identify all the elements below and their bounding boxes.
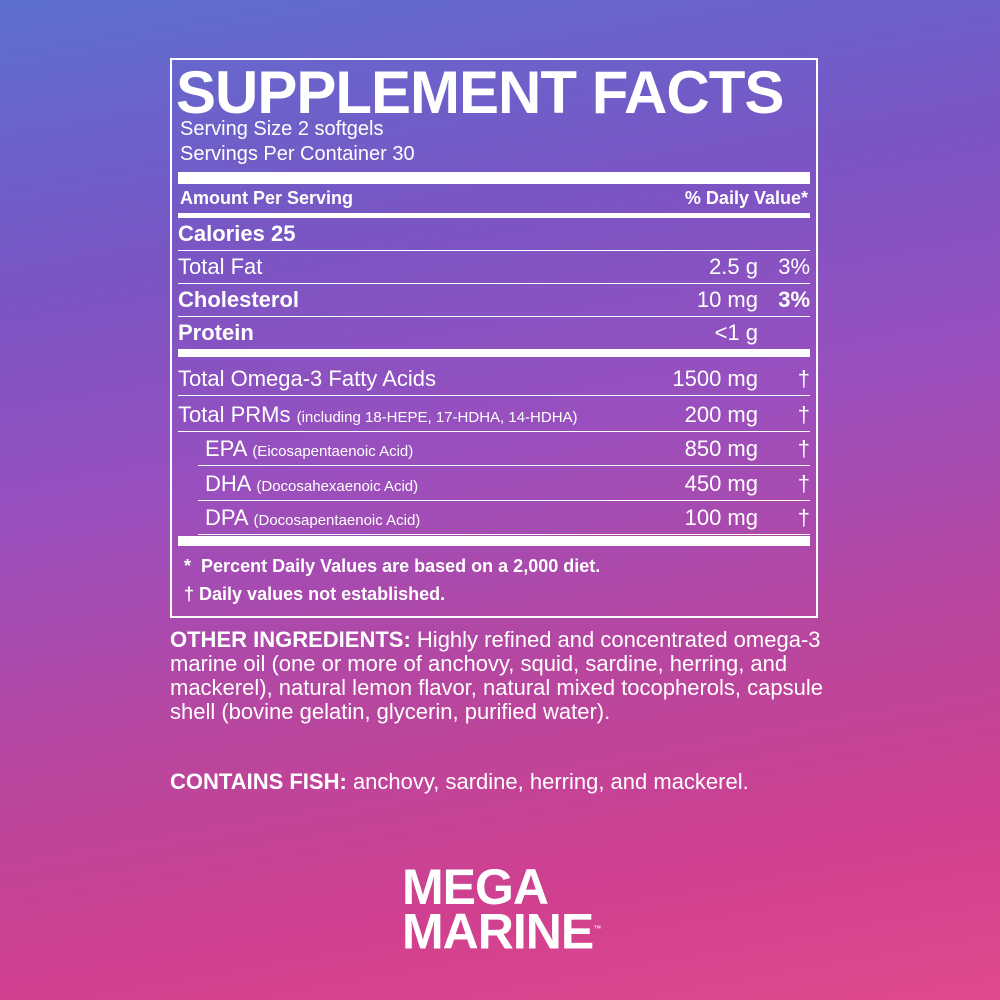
calories-label: Calories	[178, 221, 265, 246]
nutrient-cell: Total Fat	[178, 254, 648, 280]
nutrient-row: Total PRMs (including 18-HEPE, 17-HDHA, …	[178, 398, 810, 432]
contains: CONTAINS FISH: anchovy, sardine, herring…	[170, 770, 850, 794]
nutrient-row: Total Omega-3 Fatty Acids 1500 mg †	[178, 362, 810, 396]
nutrient-amount: 200 mg	[684, 401, 758, 427]
nutrient-name: EPA	[205, 435, 247, 461]
divider	[178, 213, 810, 218]
brand-line2: MARINE™	[402, 906, 601, 957]
nutrient-amount: <1 g	[714, 320, 758, 345]
nutrient-cell: DPA (Docosapentaenoic Acid)	[198, 505, 648, 531]
nutrient-row: DHA (Docosahexaenoic Acid) 450 mg †	[198, 467, 810, 501]
footnote-symbol: *	[184, 556, 192, 576]
nutrient-dv: 3%	[778, 287, 810, 312]
trademark: ™	[593, 924, 601, 933]
nutrient-amount: 850 mg	[684, 435, 758, 461]
other-ingredients: OTHER INGREDIENTS: Highly refined and co…	[170, 628, 850, 724]
footnote: † Daily values not established.	[184, 584, 445, 605]
brand-line2-text: MARINE	[402, 903, 594, 960]
calories-row: Calories 25	[178, 218, 810, 251]
table-header: Amount Per Serving % Daily Value*	[180, 188, 808, 209]
nutrient-amount: 450 mg	[684, 470, 758, 496]
footnote-text: Percent Daily Values are based on a 2,00…	[201, 556, 601, 576]
contains-label: CONTAINS FISH:	[170, 769, 347, 794]
nutrient-amount: 100 mg	[684, 504, 758, 530]
servings-per-container: Servings Per Container 30	[180, 143, 415, 165]
other-ingredients-label: OTHER INGREDIENTS:	[170, 627, 411, 652]
footnote-text: Daily values not established.	[199, 584, 446, 604]
nutrient-name: DPA	[205, 504, 248, 530]
nutrient-name: Cholesterol	[178, 287, 300, 312]
nutrient-cell: Cholesterol	[178, 287, 648, 313]
nutrient-note: (Docosapentaenoic Acid)	[253, 511, 421, 529]
title: SUPPLEMENT FACTS	[176, 59, 784, 126]
footnote-symbol: †	[184, 584, 195, 604]
nutrient-row: Protein <1 g	[178, 317, 810, 350]
nutrient-amount: 2.5 g	[709, 254, 758, 279]
facts-box	[170, 58, 818, 618]
header-dv: % Daily Value*	[684, 188, 808, 208]
nutrient-dv: 3%	[778, 254, 810, 279]
nutrient-cell: Total PRMs (including 18-HEPE, 17-HDHA, …	[178, 402, 648, 428]
nutrient-amount: 1500 mg	[672, 365, 758, 391]
brand-line1: MEGA	[402, 859, 549, 915]
nutrient-name: Protein	[178, 320, 254, 345]
nutrient-note: (Eicosapentaenoic Acid)	[252, 442, 414, 460]
nutrient-dv: †	[797, 470, 810, 496]
nutrient-dv: †	[797, 504, 810, 530]
nutrient-cell: Total Omega-3 Fatty Acids	[178, 366, 648, 392]
nutrient-cell: DHA (Docosahexaenoic Acid)	[198, 471, 648, 497]
nutrient-dv: †	[797, 435, 810, 461]
nutrient-row: DPA (Docosapentaenoic Acid) 100 mg †	[198, 501, 810, 535]
nutrient-name: Total Fat	[178, 254, 263, 279]
nutrient-amount: 10 mg	[696, 287, 758, 312]
nutrient-name: Total PRMs	[178, 401, 291, 427]
nutrient-cell: Protein	[178, 320, 648, 346]
nutrient-row: EPA (Eicosapentaenoic Acid) 850 mg †	[198, 432, 810, 466]
nutrient-row: Total Fat 2.5 g 3%	[178, 251, 810, 284]
divider	[178, 350, 810, 357]
contains-text: anchovy, sardine, herring, and mackerel.	[352, 769, 749, 794]
nutrient-row: Cholesterol 10 mg 3%	[178, 284, 810, 317]
nutrient-name: DHA	[205, 470, 251, 496]
footnote: * Percent Daily Values are based on a 2,…	[184, 556, 600, 577]
calories-value: 25	[270, 221, 296, 246]
divider	[178, 172, 810, 184]
serving-size: Serving Size 2 softgels	[180, 118, 384, 140]
divider	[178, 536, 810, 546]
nutrient-note: (Docosahexaenoic Acid)	[256, 477, 419, 495]
header-amount: Amount Per Serving	[180, 188, 354, 208]
nutrient-dv: †	[797, 365, 810, 391]
nutrient-note: (including 18-HEPE, 17-HDHA, 14-HDHA)	[296, 408, 578, 426]
nutrient-dv: †	[797, 401, 810, 427]
other-ingredients-text: Highly refined and concentrated omega-3 …	[170, 627, 823, 724]
nutrient-name: Total Omega-3 Fatty Acids	[178, 365, 436, 391]
nutrient-cell: EPA (Eicosapentaenoic Acid)	[198, 436, 648, 462]
